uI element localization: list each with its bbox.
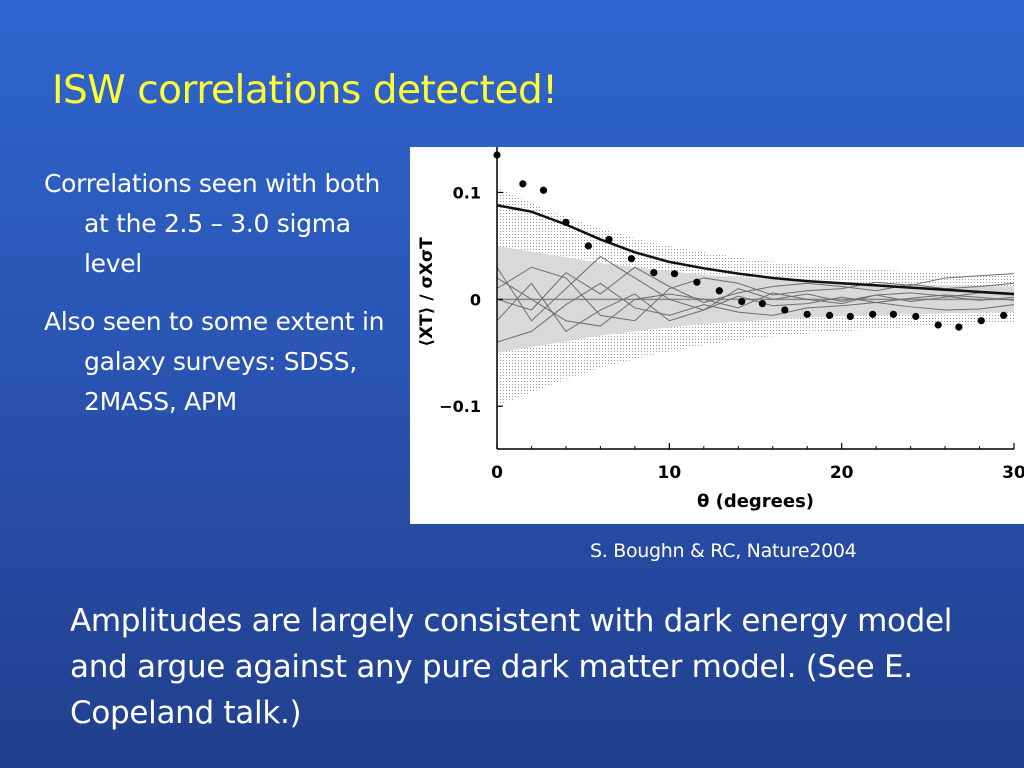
model-curve <box>496 204 1015 296</box>
data-point <box>977 317 985 325</box>
y-axis-label: ⟨XT⟩ / σXσT <box>417 237 437 347</box>
data-point <box>912 312 920 321</box>
data-point <box>781 306 789 314</box>
simulation-line-1 <box>496 255 1015 322</box>
summary-text: Amplitudes are largely consistent with d… <box>70 603 953 731</box>
data-point <box>1000 311 1008 319</box>
data-point <box>758 300 766 308</box>
data-point <box>846 312 854 321</box>
simulation-line-3 <box>496 266 1015 322</box>
data-point <box>803 310 811 318</box>
data-point <box>519 180 527 188</box>
x-tick-label: 20 <box>830 463 854 483</box>
data-point <box>869 310 877 318</box>
data-point <box>738 297 746 306</box>
data-point <box>826 311 834 319</box>
data-point <box>605 235 613 244</box>
x-tick-label: 0 <box>491 463 503 483</box>
x-axis-label: θ (degrees) <box>697 491 814 512</box>
data-point <box>539 186 548 194</box>
simulation-line-5 <box>496 266 1015 311</box>
slide-title: ISW correlations detected! <box>52 68 558 113</box>
x-tick-label: 30 <box>1002 463 1024 483</box>
data-point <box>955 323 963 331</box>
data-point <box>584 242 592 250</box>
y-tick-label: 0 <box>470 290 481 309</box>
y-tick-label: 0.1 <box>453 183 481 202</box>
figure-caption: S. Boughn & RC, Nature2004 <box>590 540 857 562</box>
data-point <box>650 269 658 277</box>
data-point <box>693 278 701 286</box>
data-point <box>627 255 636 263</box>
simulation-line-6 <box>496 277 1015 327</box>
data-point <box>715 287 723 295</box>
simulation-line-4 <box>496 282 1015 343</box>
correlation-figure: 0 10 20 30 0.1 0 −0.1 θ (degrees) ⟨XT⟩ / σXσT <box>410 147 1024 524</box>
data-point <box>670 270 679 278</box>
data-point <box>934 321 942 329</box>
data-point <box>562 218 570 226</box>
bullet-galaxy-surveys: Also seen to some extent in galaxy surve… <box>44 307 385 416</box>
bullet-list: Correlations seen with both at the 2.5 –… <box>44 164 394 440</box>
data-point <box>889 310 897 318</box>
correlation-chart: 0 10 20 30 0.1 0 −0.1 θ (degrees) ⟨XT⟩ / σXσT <box>417 147 1024 512</box>
bullet-correlations: Correlations seen with both at the 2.5 –… <box>44 169 381 278</box>
x-tick-label: 10 <box>657 463 681 483</box>
y-tick-label: −0.1 <box>439 397 481 416</box>
